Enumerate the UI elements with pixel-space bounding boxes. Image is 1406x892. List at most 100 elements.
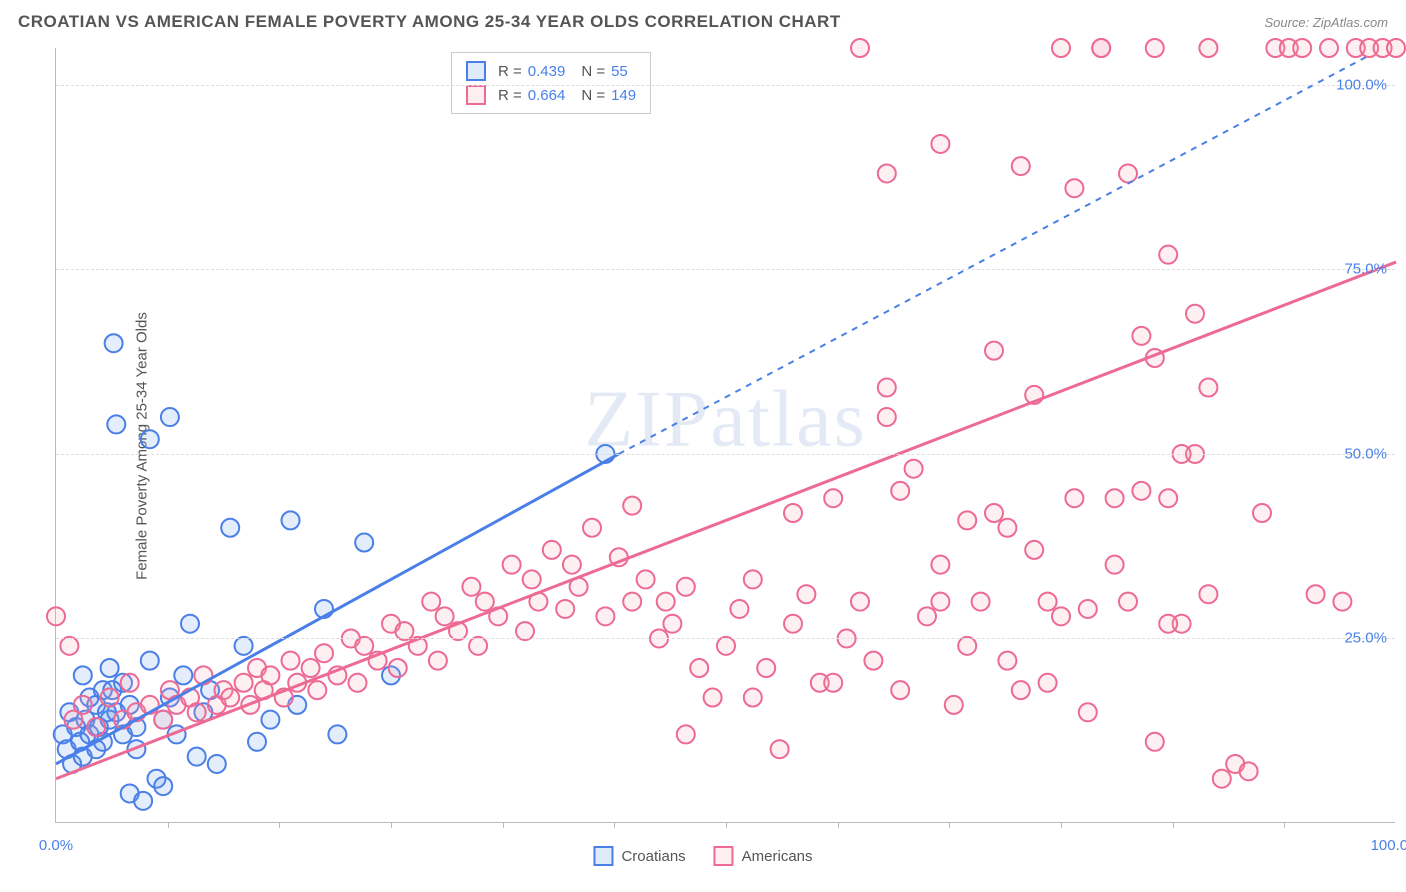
point-americans <box>355 637 373 655</box>
point-americans <box>771 740 789 758</box>
point-americans <box>235 674 253 692</box>
point-americans <box>1199 585 1217 603</box>
point-americans <box>1106 556 1124 574</box>
point-americans <box>1186 305 1204 323</box>
legend-label: Americans <box>742 848 813 865</box>
point-americans <box>1052 39 1070 57</box>
point-americans <box>824 489 842 507</box>
n-label: N = <box>581 63 605 80</box>
point-croatians <box>134 792 152 810</box>
point-americans <box>1012 681 1030 699</box>
x-tick-label: 100.0% <box>1371 837 1406 854</box>
point-americans <box>422 593 440 611</box>
r-value: 0.439 <box>528 63 566 80</box>
point-americans <box>543 541 561 559</box>
point-croatians <box>154 777 172 795</box>
n-value: 55 <box>611 63 628 80</box>
r-label: R = <box>498 63 522 80</box>
stats-swatch-icon <box>466 85 486 105</box>
point-americans <box>1146 733 1164 751</box>
point-americans <box>282 652 300 670</box>
n-label: N = <box>581 87 605 104</box>
point-americans <box>516 622 534 640</box>
point-americans <box>395 622 413 640</box>
point-americans <box>1387 39 1405 57</box>
y-tick-label: 25.0% <box>1344 630 1387 647</box>
point-croatians <box>74 666 92 684</box>
point-americans <box>1065 489 1083 507</box>
point-americans <box>918 607 936 625</box>
point-croatians <box>174 666 192 684</box>
point-americans <box>663 615 681 633</box>
point-americans <box>462 578 480 596</box>
point-americans <box>302 659 320 677</box>
point-americans <box>47 607 65 625</box>
point-americans <box>221 689 239 707</box>
point-americans <box>1159 615 1177 633</box>
legend-item-americans: Americans <box>714 846 813 866</box>
chart-title: CROATIAN VS AMERICAN FEMALE POVERTY AMON… <box>18 12 841 32</box>
point-croatians <box>355 534 373 552</box>
point-croatians <box>261 711 279 729</box>
point-americans <box>1119 164 1137 182</box>
x-tick <box>391 822 392 828</box>
point-americans <box>985 504 1003 522</box>
plot-area: ZIPatlas R = 0.439N = 55R = 0.664N = 149… <box>55 48 1395 823</box>
legend-swatch-icon <box>593 846 613 866</box>
point-americans <box>121 674 139 692</box>
point-americans <box>677 725 695 743</box>
point-americans <box>730 600 748 618</box>
point-americans <box>308 681 326 699</box>
point-americans <box>931 135 949 153</box>
r-value: 0.664 <box>528 87 566 104</box>
x-tick <box>949 822 950 828</box>
point-americans <box>998 519 1016 537</box>
point-americans <box>864 652 882 670</box>
gridline-h <box>56 454 1395 455</box>
point-americans <box>429 652 447 670</box>
point-americans <box>757 659 775 677</box>
gridline-h <box>56 638 1395 639</box>
point-americans <box>623 497 641 515</box>
point-americans <box>596 607 614 625</box>
point-croatians <box>141 652 159 670</box>
point-americans <box>154 711 172 729</box>
point-americans <box>87 718 105 736</box>
point-americans <box>1052 607 1070 625</box>
point-americans <box>523 570 541 588</box>
point-americans <box>1132 482 1150 500</box>
point-americans <box>1213 770 1231 788</box>
y-tick-label: 75.0% <box>1344 261 1387 278</box>
x-tick <box>838 822 839 828</box>
x-tick <box>279 822 280 828</box>
point-americans <box>958 637 976 655</box>
point-americans <box>563 556 581 574</box>
point-croatians <box>181 615 199 633</box>
y-tick-label: 50.0% <box>1344 445 1387 462</box>
point-croatians <box>208 755 226 773</box>
point-americans <box>891 681 909 699</box>
point-croatians <box>188 748 206 766</box>
point-americans <box>261 666 279 684</box>
point-americans <box>503 556 521 574</box>
point-americans <box>657 593 675 611</box>
x-tick <box>503 822 504 828</box>
point-croatians <box>141 430 159 448</box>
point-americans <box>1293 39 1311 57</box>
n-value: 149 <box>611 87 636 104</box>
point-americans <box>1159 489 1177 507</box>
point-americans <box>677 578 695 596</box>
point-americans <box>1079 703 1097 721</box>
point-americans <box>60 637 78 655</box>
legend-item-croatians: Croatians <box>593 846 685 866</box>
point-croatians <box>221 519 239 537</box>
point-americans <box>690 659 708 677</box>
point-americans <box>851 39 869 57</box>
point-americans <box>878 408 896 426</box>
point-croatians <box>328 725 346 743</box>
point-americans <box>623 593 641 611</box>
point-americans <box>704 689 722 707</box>
point-americans <box>878 379 896 397</box>
point-americans <box>784 615 802 633</box>
point-croatians <box>282 511 300 529</box>
